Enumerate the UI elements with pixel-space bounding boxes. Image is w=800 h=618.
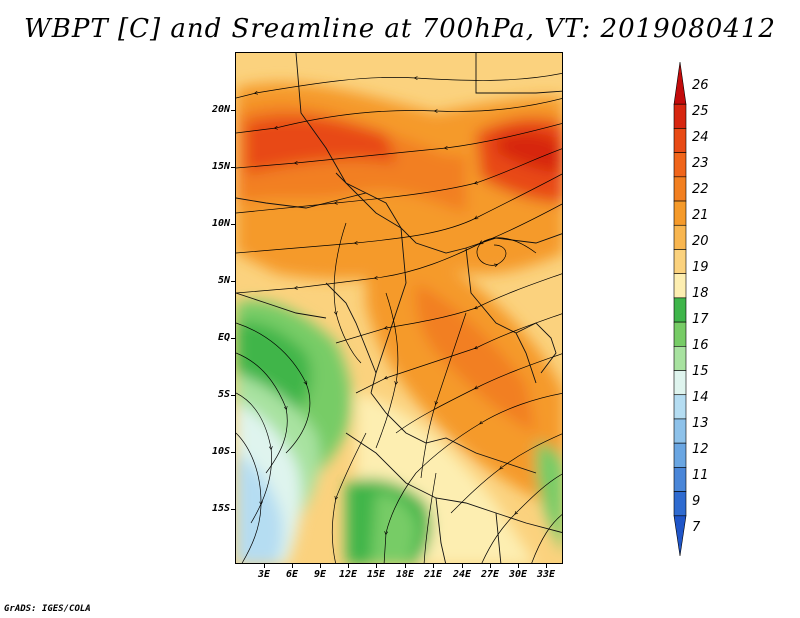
lon-tick xyxy=(546,564,547,568)
streamlines xyxy=(236,73,562,563)
colorbar-label: 14 xyxy=(692,390,709,405)
colorbar-segment xyxy=(673,491,687,517)
lon-tick xyxy=(518,564,519,568)
lat-label-15s: 15S xyxy=(211,503,230,514)
map-panel xyxy=(235,52,563,564)
colorbar-segment xyxy=(673,394,687,420)
lon-tick xyxy=(462,564,463,568)
lon-label-18e: 18E xyxy=(395,569,415,580)
colorbar-label: 17 xyxy=(692,312,709,327)
lon-label-6e: 6E xyxy=(285,569,299,580)
colorbar-label: 19 xyxy=(692,260,709,275)
colorbar-segment xyxy=(673,224,687,250)
colorbar-label: 9 xyxy=(692,494,701,509)
lat-label-15n: 15N xyxy=(211,161,230,172)
lon-tick xyxy=(320,564,321,568)
lat-tick xyxy=(231,338,235,339)
lat-label-5n: 5N xyxy=(217,275,230,286)
colorbar-label: 25 xyxy=(692,104,709,119)
colorbar-segment xyxy=(673,273,687,299)
colorbar-segment xyxy=(673,128,687,153)
lon-tick xyxy=(264,564,265,568)
lon-label-24e: 24E xyxy=(452,569,472,580)
colorbar-segment xyxy=(673,200,687,226)
lon-label-33e: 33E xyxy=(536,569,556,580)
lat-tick xyxy=(231,509,235,510)
lat-tick xyxy=(231,167,235,168)
colorbar-label: 11 xyxy=(692,468,709,483)
colorbar xyxy=(673,61,687,557)
lat-tick xyxy=(231,395,235,396)
lon-label-27e: 27E xyxy=(480,569,500,580)
colorbar-segment xyxy=(673,442,687,468)
colorbar-label: 23 xyxy=(692,156,709,171)
lon-tick xyxy=(348,564,349,568)
lon-label-9e: 9E xyxy=(313,569,327,580)
lat-label-10n: 10N xyxy=(211,218,230,229)
lon-label-30e: 30E xyxy=(508,569,528,580)
colorbar-segment xyxy=(673,249,687,274)
wbpt-field xyxy=(236,53,562,563)
lat-tick xyxy=(231,224,235,225)
colorbar-segment xyxy=(673,103,687,129)
colorbar-label: 15 xyxy=(692,364,709,379)
colorbar-segment xyxy=(673,467,687,492)
colorbar-label: 16 xyxy=(692,338,709,353)
colorbar-segment xyxy=(673,370,687,396)
colorbar-label: 7 xyxy=(692,520,701,535)
lat-tick xyxy=(231,110,235,111)
colorbar-label: 21 xyxy=(692,208,709,223)
lon-label-21e: 21E xyxy=(423,569,443,580)
colorbar-label: 24 xyxy=(692,130,709,145)
lon-tick xyxy=(433,564,434,568)
colorbar-segment xyxy=(673,346,687,371)
colorbar-segment xyxy=(673,61,687,105)
colorbar-segment xyxy=(673,152,687,178)
lat-label-10s: 10S xyxy=(211,446,230,457)
lon-tick xyxy=(405,564,406,568)
colorbar-segment xyxy=(673,176,687,202)
colorbar-label: 22 xyxy=(692,182,709,197)
lon-label-3e: 3E xyxy=(257,569,271,580)
colorbar-label: 13 xyxy=(692,416,709,431)
colorbar-label: 26 xyxy=(692,78,709,93)
lat-label-5s: 5S xyxy=(217,389,230,400)
colorbar-segment xyxy=(673,515,687,557)
lat-label-20n: 20N xyxy=(211,104,230,115)
colorbar-label: 12 xyxy=(692,442,709,457)
colorbar-segment xyxy=(673,321,687,347)
chart-title: WBPT [C] and Sreamline at 700hPa, VT: 20… xyxy=(24,14,776,44)
lon-tick xyxy=(490,564,491,568)
lon-tick xyxy=(376,564,377,568)
colorbar-segment xyxy=(673,297,687,323)
lat-tick xyxy=(231,281,235,282)
lat-tick xyxy=(231,452,235,453)
colorbar-label: 20 xyxy=(692,234,709,249)
lat-label-eq: EQ xyxy=(217,332,230,343)
lon-label-15e: 15E xyxy=(366,569,386,580)
colorbar-label: 18 xyxy=(692,286,709,301)
colorbar-segment xyxy=(673,418,687,444)
lon-label-12e: 12E xyxy=(338,569,358,580)
lon-tick xyxy=(292,564,293,568)
footer-credit: GrADS: IGES/COLA xyxy=(4,604,91,614)
